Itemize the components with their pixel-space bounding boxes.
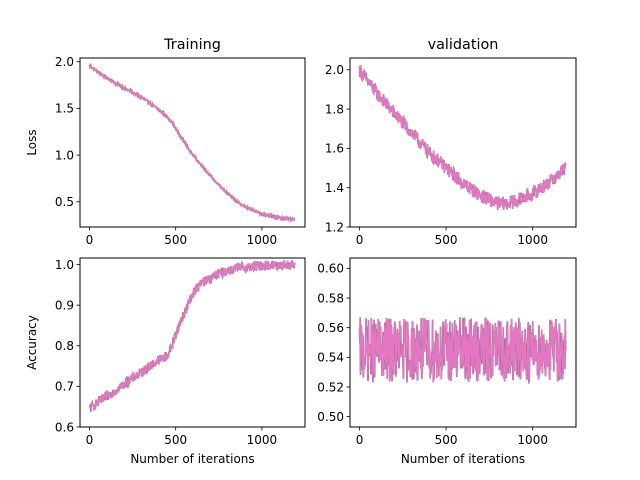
- validation-loss-ticks: 0 500 1000 1.2 1.4 1.6 1.8 2.0: [325, 63, 548, 247]
- y-tick-label: 1.2: [325, 220, 344, 234]
- training-accuracy-ticks: 0 500 1000 0.6 0.7 0.8 0.9 1.0: [55, 258, 277, 447]
- y-tick-label: 0.58: [317, 291, 344, 305]
- training-accuracy-ylabel: Accuracy: [25, 315, 39, 370]
- y-tick-label: 1.4: [325, 181, 344, 195]
- validation-loss-axes-frame: [349, 57, 577, 228]
- x-tick-label: 0: [86, 433, 94, 447]
- x-tick-label: 0: [356, 433, 364, 447]
- training-accuracy-panel: 0 500 1000 0.6 0.7 0.8 0.9 1.0 Accuracy Number …: [25, 257, 306, 466]
- x-tick-label: 0: [86, 233, 94, 247]
- series-line: [358, 317, 567, 385]
- validation-accuracy-xlabel: Number of iterations: [401, 452, 525, 466]
- y-tick-label: 2.0: [55, 55, 74, 69]
- validation-loss-panel: 0 500 1000 1.2 1.4 1.6 1.8 2.0 validation: [325, 37, 577, 247]
- y-tick-label: 0.50: [317, 410, 344, 424]
- y-tick-label: 1.0: [55, 258, 74, 272]
- validation-accuracy-ticks: 0 500 1000 0.50 0.52 0.54 0.56 0.58 0.60: [317, 262, 548, 447]
- series-line: [89, 260, 296, 412]
- x-tick-label: 500: [435, 433, 458, 447]
- y-tick-label: 2.0: [325, 63, 344, 77]
- training-loss-ticks: 0 500 1000 0.5 1.0 1.5 2.0: [55, 55, 277, 247]
- validation-accuracy-panel: 0 500 1000 0.50 0.52 0.54 0.56 0.58 0.60 Number …: [317, 257, 577, 466]
- x-tick-label: 0: [356, 233, 364, 247]
- x-tick-label: 500: [435, 233, 458, 247]
- y-tick-label: 0.60: [317, 262, 344, 276]
- y-tick-label: 1.5: [55, 102, 74, 116]
- x-tick-label: 500: [164, 433, 187, 447]
- y-tick-label: 0.52: [317, 380, 344, 394]
- training-accuracy-series: [88, 259, 296, 412]
- x-tick-label: 1000: [247, 433, 278, 447]
- x-tick-label: 500: [164, 233, 187, 247]
- series-line: [88, 63, 295, 223]
- y-tick-label: 1.8: [325, 102, 344, 116]
- validation-loss-series: [358, 65, 567, 211]
- x-tick-label: 1000: [247, 233, 278, 247]
- y-tick-label: 1.6: [325, 142, 344, 156]
- series-line: [358, 65, 567, 211]
- training-loss-axes-frame: [79, 57, 306, 228]
- training-loss-title: Training: [163, 37, 221, 53]
- y-tick-label: 0.5: [55, 195, 74, 209]
- x-tick-label: 1000: [517, 233, 548, 247]
- training-loss-panel: 0 500 1000 0.5 1.0 1.5 2.0 Training Loss: [25, 37, 306, 247]
- y-tick-label: 1.0: [55, 148, 74, 162]
- y-tick-label: 0.56: [317, 321, 344, 335]
- training-accuracy-axes-frame: [79, 257, 306, 428]
- validation-loss-title: validation: [428, 37, 499, 53]
- y-tick-label: 0.8: [55, 339, 74, 353]
- y-tick-label: 0.6: [55, 420, 74, 434]
- training-loss-ylabel: Loss: [25, 129, 39, 155]
- training-accuracy-xlabel: Number of iterations: [130, 452, 254, 466]
- y-tick-label: 0.54: [317, 351, 344, 365]
- x-tick-label: 1000: [517, 433, 548, 447]
- y-tick-label: 0.9: [55, 298, 74, 312]
- validation-accuracy-axes-frame: [349, 257, 577, 428]
- validation-accuracy-series: [358, 317, 567, 385]
- y-tick-label: 0.7: [55, 380, 74, 394]
- training-loss-series: [88, 62, 296, 223]
